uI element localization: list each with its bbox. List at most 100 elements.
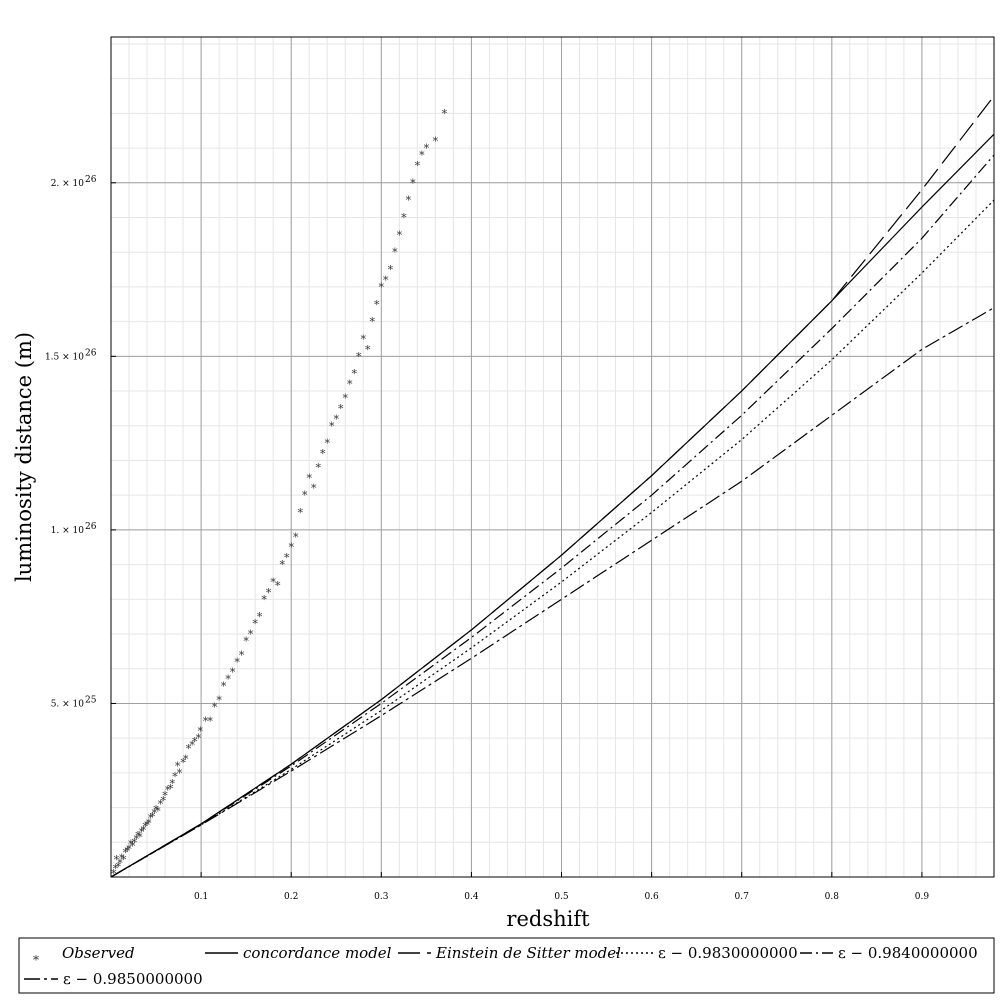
y-axis-title: luminosity distance (m) <box>12 332 36 582</box>
observed-point: * <box>261 593 267 606</box>
observed-point: * <box>121 854 127 867</box>
observed-point: * <box>234 656 240 669</box>
observed-point: * <box>216 694 222 707</box>
observed-point: * <box>142 821 148 834</box>
observed-point: * <box>442 107 448 120</box>
observed-point: * <box>266 586 272 599</box>
observed-point: * <box>361 333 367 346</box>
observed-point: * <box>334 413 340 426</box>
observed-point: * <box>401 211 407 224</box>
observed-point: * <box>392 246 398 259</box>
observed-point: * <box>165 784 171 797</box>
observed-point: * <box>410 177 416 190</box>
observed-point: * <box>180 756 186 769</box>
legend-label: ε − 0.9850000000 <box>63 970 203 988</box>
observed-point: * <box>126 843 132 856</box>
x-tick-label: 0.3 <box>374 892 389 902</box>
observed-point: * <box>356 350 362 363</box>
observed-point: * <box>111 868 117 881</box>
series-line <box>110 199 995 878</box>
plot-frame <box>110 36 995 878</box>
x-tick-label: 0.8 <box>825 892 840 902</box>
legend-label: Observed <box>62 944 135 962</box>
observed-point: * <box>347 378 353 391</box>
observed-point: * <box>137 831 143 844</box>
observed-point: * <box>148 812 154 825</box>
observed-point: * <box>230 666 236 679</box>
observed-point: * <box>424 142 430 155</box>
observed-point: * <box>239 649 245 662</box>
observed-point: * <box>293 531 299 544</box>
observed-point: * <box>338 402 344 415</box>
observed-point: * <box>158 798 164 811</box>
observed-point: * <box>130 840 136 853</box>
legend: * Observed concordance model Einstein de Si… <box>24 944 978 988</box>
observed-point: * <box>275 579 281 592</box>
observed-point: * <box>379 281 385 294</box>
observed-point: * <box>284 552 290 565</box>
observed-point: * <box>168 782 174 795</box>
observed-point: * <box>128 838 134 851</box>
legend-label: ε − 0.9840000000 <box>838 944 978 962</box>
observed-point: * <box>113 862 119 875</box>
major-grid <box>111 37 994 877</box>
observed-point: * <box>150 810 156 823</box>
observed-point: * <box>302 489 308 502</box>
observed-point: * <box>132 836 138 849</box>
observed-point: * <box>306 472 312 485</box>
observed-point: * <box>365 343 371 356</box>
observed-point: * <box>161 795 167 808</box>
x-axis-title: redshift <box>506 907 590 931</box>
observed-point: * <box>146 817 152 830</box>
series-line <box>110 95 995 878</box>
observed-point: * <box>151 807 157 820</box>
observed-point: * <box>119 852 125 865</box>
observed-point: * <box>183 753 189 766</box>
observed-point: * <box>324 437 330 450</box>
legend-label: concordance model <box>243 944 392 962</box>
observed-point: * <box>433 135 439 148</box>
observed-point: * <box>297 507 303 520</box>
observed-point: * <box>248 628 254 641</box>
observed-point: * <box>415 159 421 172</box>
observed-point: * <box>329 420 335 433</box>
observed-point: * <box>144 819 150 832</box>
observed-point: * <box>212 701 218 714</box>
observed-point: * <box>315 461 321 474</box>
x-tick-label: 0.6 <box>644 892 659 902</box>
observed-point: * <box>186 743 192 756</box>
observed-point: * <box>141 824 147 837</box>
legend-swatch: * <box>33 953 39 967</box>
legend-box <box>18 937 995 994</box>
observed-point: * <box>135 829 141 842</box>
observed-point: * <box>320 448 326 461</box>
observed-point: * <box>162 789 168 802</box>
observed-point: * <box>270 576 276 589</box>
observed-point: * <box>397 229 403 242</box>
observed-point: * <box>419 149 425 162</box>
y-tick-label: 2. × 10 <box>51 179 85 189</box>
observed-point: * <box>172 770 178 783</box>
observed-point: * <box>133 833 139 846</box>
x-tick-label: 0.7 <box>735 892 750 902</box>
x-tick-label: 0.4 <box>464 892 479 902</box>
observed-point: * <box>311 482 317 495</box>
y-tick-exponent: 26 <box>85 522 97 532</box>
observed-point: * <box>257 611 263 624</box>
observed-point: * <box>352 368 358 381</box>
series-lines <box>110 95 995 878</box>
x-tick-label: 0.5 <box>554 892 569 902</box>
observed-point: * <box>203 715 209 728</box>
observed-point: * <box>124 845 130 858</box>
y-tick-label: 1.5 × 10 <box>45 352 84 362</box>
observed-point: * <box>123 847 129 860</box>
observed-point: * <box>189 739 195 752</box>
observed-point: * <box>343 392 349 405</box>
y-tick-label: 5. × 10 <box>51 699 85 709</box>
y-tick-exponent: 26 <box>85 175 97 185</box>
observed-point: * <box>225 673 231 686</box>
observed-point: * <box>243 635 249 648</box>
y-tick-exponent: 26 <box>85 348 97 358</box>
observed-point: * <box>406 194 412 207</box>
